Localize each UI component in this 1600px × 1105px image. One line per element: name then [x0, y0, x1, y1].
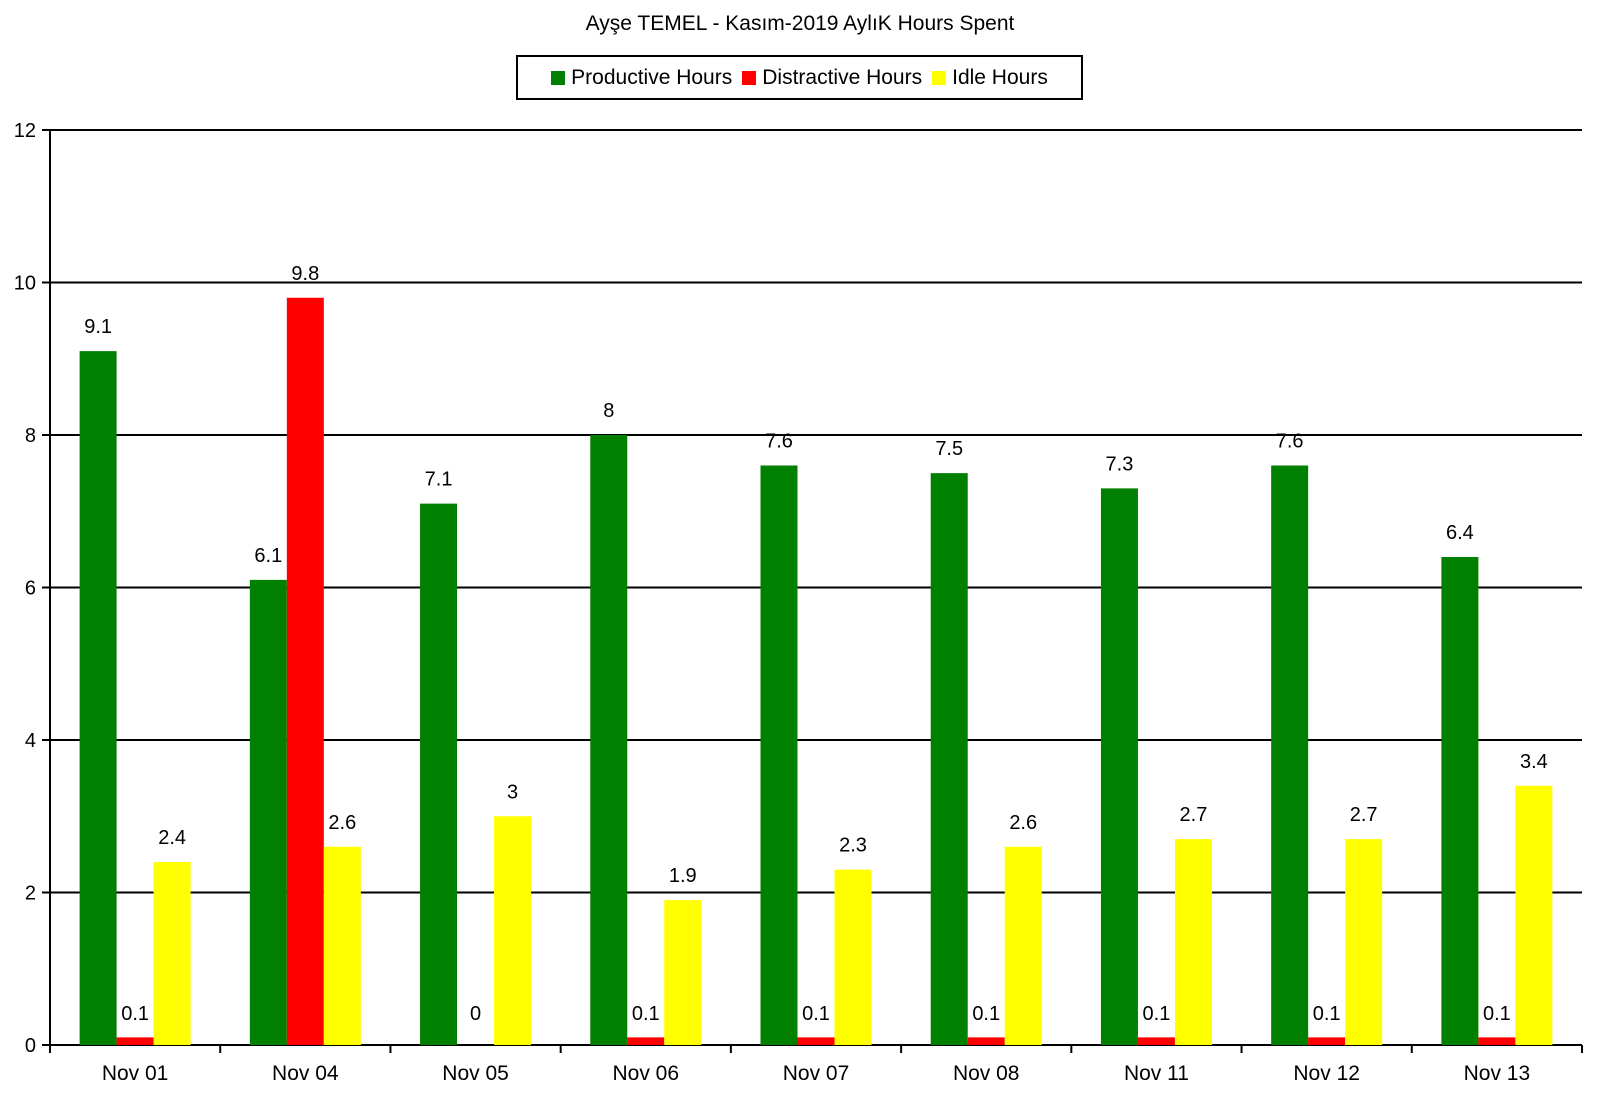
data-label-1-0: 0.1 — [121, 1003, 149, 1025]
data-label-0-5: 7.5 — [935, 438, 963, 460]
legend-swatch-productive — [551, 70, 566, 85]
data-label-2-8: 3.4 — [1520, 751, 1548, 773]
bar-0-2 — [420, 503, 458, 1045]
bar-1-0 — [116, 1037, 154, 1045]
data-label-0-8: 6.4 — [1446, 522, 1474, 544]
bar-2-5 — [1004, 846, 1042, 1045]
bar-1-1 — [286, 297, 324, 1045]
bar-2-1 — [323, 846, 361, 1045]
bar-0-0 — [79, 351, 117, 1045]
x-tick-label-1: Nov 04 — [272, 1062, 339, 1085]
legend-item-distractive: Distractive Hours — [742, 66, 922, 90]
bar-2-3 — [664, 900, 702, 1045]
data-label-1-3: 0.1 — [632, 1003, 660, 1025]
x-tick-label-3: Nov 06 — [613, 1062, 680, 1085]
legend-label-idle: Idle Hours — [952, 65, 1048, 89]
y-tick-label-0: 0 — [25, 1035, 36, 1057]
chart-legend: Productive Hours Distractive Hours Idle … — [516, 55, 1083, 100]
x-tick-label-5: Nov 08 — [953, 1062, 1020, 1085]
data-label-0-1: 6.1 — [254, 545, 282, 567]
bar-2-7 — [1345, 839, 1383, 1045]
bar-0-1 — [249, 579, 287, 1045]
x-tick-label-7: Nov 12 — [1293, 1062, 1360, 1085]
x-tick-label-6: Nov 11 — [1124, 1062, 1189, 1085]
bar-2-6 — [1174, 839, 1212, 1045]
bar-0-7 — [1271, 465, 1309, 1045]
data-label-2-4: 2.3 — [839, 835, 867, 857]
data-label-0-7: 7.6 — [1276, 431, 1304, 453]
y-tick-label-5: 10 — [14, 273, 36, 295]
bar-2-8 — [1515, 785, 1553, 1045]
x-tick-label-0: Nov 01 — [102, 1062, 169, 1085]
bar-2-4 — [834, 869, 872, 1045]
y-tick-label-6: 12 — [14, 120, 36, 142]
data-label-1-7: 0.1 — [1313, 1003, 1341, 1025]
data-label-0-3: 8 — [603, 400, 614, 422]
bar-2-0 — [153, 862, 191, 1045]
x-tick-label-4: Nov 07 — [783, 1062, 850, 1085]
data-label-0-2: 7.1 — [425, 469, 453, 491]
data-label-2-5: 2.6 — [1009, 812, 1037, 834]
legend-swatch-idle — [932, 70, 947, 85]
y-tick-label-4: 8 — [25, 425, 36, 447]
data-label-2-7: 2.7 — [1350, 804, 1378, 826]
legend-item-productive: Productive Hours — [551, 66, 732, 90]
legend-label-distractive: Distractive Hours — [762, 65, 923, 89]
data-label-1-4: 0.1 — [802, 1003, 830, 1025]
data-label-0-0: 9.1 — [84, 316, 112, 338]
bar-0-5 — [930, 473, 968, 1045]
bar-1-4 — [797, 1037, 835, 1045]
bar-1-7 — [1308, 1037, 1346, 1045]
data-label-1-5: 0.1 — [972, 1003, 1000, 1025]
data-label-1-2: 0 — [470, 1003, 481, 1025]
bar-0-4 — [760, 465, 798, 1045]
data-label-2-2: 3 — [507, 781, 518, 803]
bar-1-3 — [627, 1037, 665, 1045]
bar-1-5 — [967, 1037, 1005, 1045]
bar-0-6 — [1100, 488, 1138, 1045]
bar-0-3 — [590, 435, 628, 1045]
legend-item-idle: Idle Hours — [932, 66, 1048, 90]
data-label-0-4: 7.6 — [765, 431, 793, 453]
data-label-2-6: 2.7 — [1180, 804, 1208, 826]
bar-0-8 — [1441, 557, 1479, 1045]
y-tick-label-2: 4 — [25, 730, 36, 752]
bar-2-2 — [494, 816, 532, 1045]
legend-label-productive: Productive Hours — [571, 65, 733, 89]
x-tick-label-2: Nov 05 — [442, 1062, 509, 1085]
y-tick-label-3: 6 — [25, 578, 36, 600]
data-label-1-8: 0.1 — [1483, 1003, 1511, 1025]
legend-swatch-distractive — [742, 70, 757, 85]
bar-1-8 — [1478, 1037, 1516, 1045]
data-label-0-6: 7.3 — [1106, 453, 1134, 475]
data-label-2-0: 2.4 — [158, 827, 186, 849]
y-tick-label-1: 2 — [25, 883, 36, 905]
x-tick-label-8: Nov 13 — [1464, 1062, 1531, 1085]
bar-1-6 — [1137, 1037, 1175, 1045]
data-label-2-3: 1.9 — [669, 865, 697, 887]
data-label-1-6: 0.1 — [1143, 1003, 1171, 1025]
chart-title: Ayşe TEMEL - Kasım-2019 AylıK Hours Spen… — [585, 12, 1015, 35]
data-label-1-1: 9.8 — [291, 263, 319, 285]
data-label-2-1: 2.6 — [328, 812, 356, 834]
